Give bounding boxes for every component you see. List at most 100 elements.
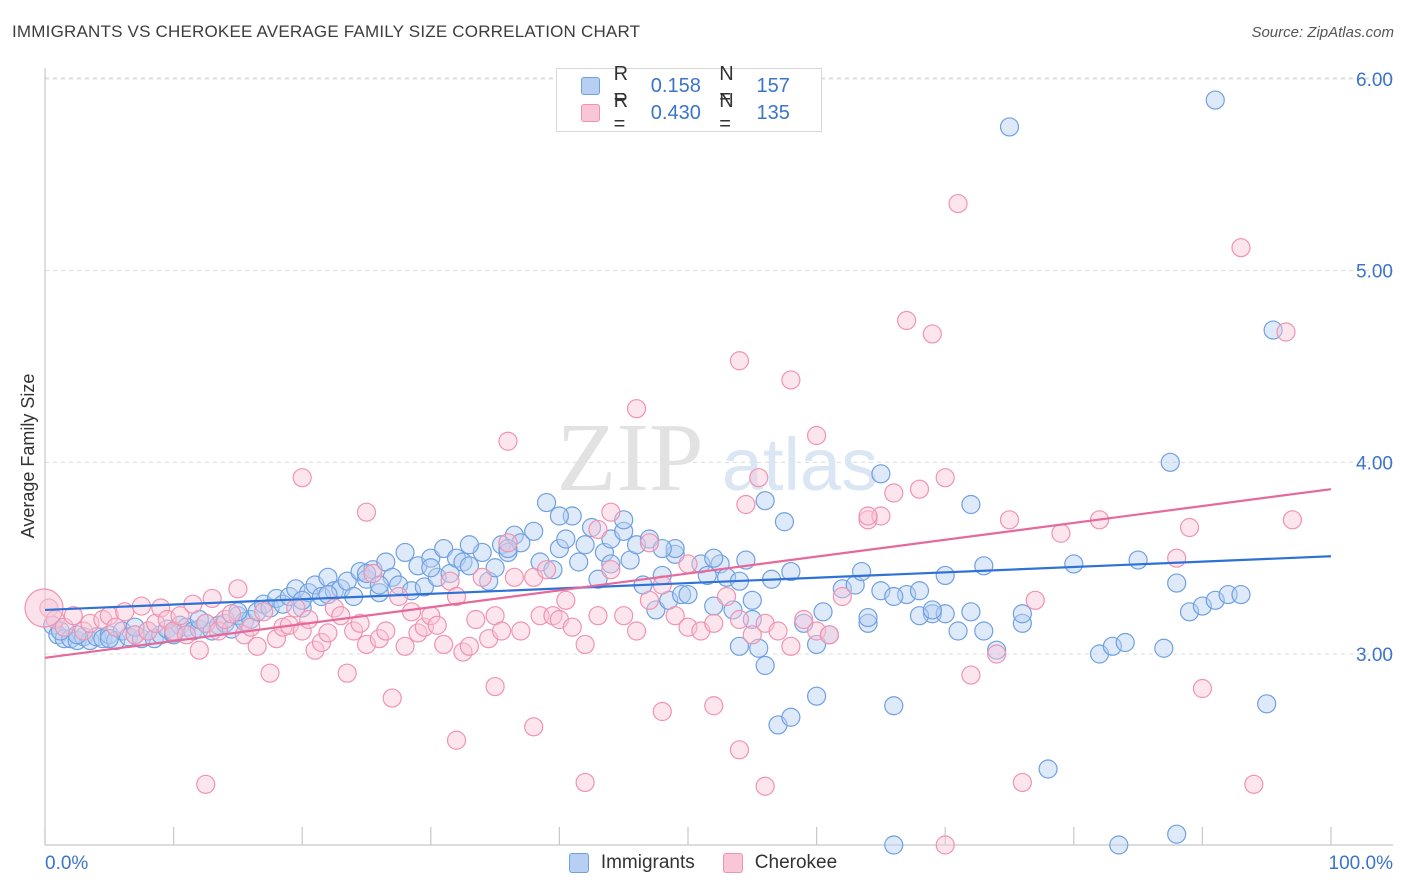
cherokee-point <box>897 310 917 331</box>
cherokee-point <box>189 640 209 660</box>
immigrants-point <box>806 686 827 706</box>
cherokee-points <box>39 193 1303 855</box>
cherokee-point <box>639 533 660 553</box>
cherokee-point <box>401 602 422 622</box>
cherokee-point <box>344 621 364 641</box>
cherokee-point <box>1051 523 1071 543</box>
cherokee-point <box>665 606 685 626</box>
cherokee-point <box>601 560 621 580</box>
immigrants-point <box>1231 584 1251 605</box>
cherokee-point <box>678 617 698 637</box>
immigrants-point <box>286 579 306 599</box>
cherokee-point <box>1244 774 1264 794</box>
cherokee-point <box>749 468 769 488</box>
immigrants-legend-label: Immigrants <box>600 852 695 873</box>
cherokee-point <box>472 567 492 587</box>
cherokee-point <box>639 590 660 610</box>
immigrants-point <box>781 561 801 582</box>
immigrants-point <box>1257 694 1277 714</box>
legend-item-immigrants[interactable]: Immigrants <box>568 852 695 874</box>
immigrants-point <box>459 556 479 576</box>
immigrants-point <box>922 600 942 620</box>
cherokee-point <box>768 621 788 641</box>
cherokee-point <box>305 640 325 660</box>
cherokee-point <box>819 625 840 645</box>
immigrants-point <box>871 464 891 484</box>
cherokee-point <box>395 636 415 656</box>
cherokee-point <box>948 193 968 214</box>
cherokee-point <box>987 644 1007 664</box>
cherokee-point <box>781 636 801 656</box>
immigrants-point <box>369 575 389 595</box>
cherokee-point <box>575 634 595 655</box>
chart-title: IMMIGRANTS VS CHEROKEE AVERAGE FAMILY SI… <box>12 22 641 41</box>
cherokee-point <box>1167 548 1187 568</box>
cherokee-point <box>716 586 737 607</box>
immigrants-point <box>434 538 454 559</box>
cherokee-point <box>292 621 312 641</box>
immigrants-point <box>704 548 724 568</box>
cherokee-point <box>1025 590 1045 610</box>
immigrants-point <box>1160 452 1180 472</box>
immigrants-point <box>646 600 666 620</box>
cherokee-point <box>575 772 595 793</box>
immigrants-point <box>961 602 981 622</box>
source-credit: Source: ZipAtlas.com <box>1251 24 1394 41</box>
cherokee-point <box>511 621 531 641</box>
immigrants-point <box>909 581 930 601</box>
immigrants-swatch <box>581 77 600 95</box>
cherokee-point <box>266 629 287 649</box>
watermark-atlas: atlas <box>722 423 878 506</box>
cherokee-point <box>504 567 524 587</box>
cherokee-point <box>337 663 357 683</box>
legend-n-label: N = <box>719 63 734 108</box>
legend-r-label: R = <box>613 90 629 135</box>
cherokee-point <box>652 701 672 722</box>
cherokee-point <box>466 609 486 630</box>
immigrants-point <box>858 613 878 633</box>
cherokee-point <box>536 560 557 580</box>
cherokee-point <box>922 324 942 344</box>
immigrants-point <box>549 538 570 559</box>
immigrants-point <box>1115 632 1135 653</box>
cherokee-point <box>588 606 608 626</box>
immigrants-point <box>1154 638 1174 658</box>
cherokee-point <box>1231 238 1251 258</box>
immigrants-point <box>671 584 692 605</box>
immigrants-point <box>755 655 775 676</box>
immigrants-point <box>485 558 505 578</box>
cherokee-point <box>1012 772 1032 793</box>
cherokee-point <box>884 483 904 503</box>
legend-n-value: 157 <box>756 74 790 97</box>
cherokee-point <box>781 370 801 390</box>
cherokee-point <box>729 740 750 760</box>
cherokee-point <box>742 625 762 645</box>
cherokee-point <box>427 615 447 635</box>
x-tick-label-max: 100.0% <box>1329 853 1394 874</box>
legend-row-cherokee: R = 0.430 N = 135 <box>581 90 821 135</box>
immigrants-point <box>421 558 441 578</box>
cherokee-point <box>151 598 171 618</box>
cherokee-point <box>678 554 698 574</box>
immigrants-point <box>536 492 557 513</box>
cherokee-point <box>318 623 338 643</box>
cherokee-point <box>73 621 94 641</box>
immigrants-point <box>614 521 634 541</box>
immigrants-point <box>729 636 750 656</box>
legend-item-cherokee[interactable]: Cherokee <box>722 852 837 874</box>
immigrants-point <box>852 561 872 582</box>
cherokee-point <box>369 629 389 649</box>
cherokee-point <box>556 590 576 610</box>
immigrants-point <box>948 621 968 641</box>
immigrants-point <box>459 535 479 555</box>
immigrants-point <box>569 552 589 572</box>
immigrants-points <box>43 90 1283 855</box>
cherokee-point <box>138 621 158 641</box>
cherokee-point <box>755 776 775 796</box>
immigrants-point <box>556 529 576 549</box>
cherokee-point <box>961 665 981 685</box>
immigrants-point <box>524 521 544 541</box>
immigrants-point <box>1167 824 1187 844</box>
cherokee-point <box>434 634 454 655</box>
cherokee-point <box>858 506 878 526</box>
